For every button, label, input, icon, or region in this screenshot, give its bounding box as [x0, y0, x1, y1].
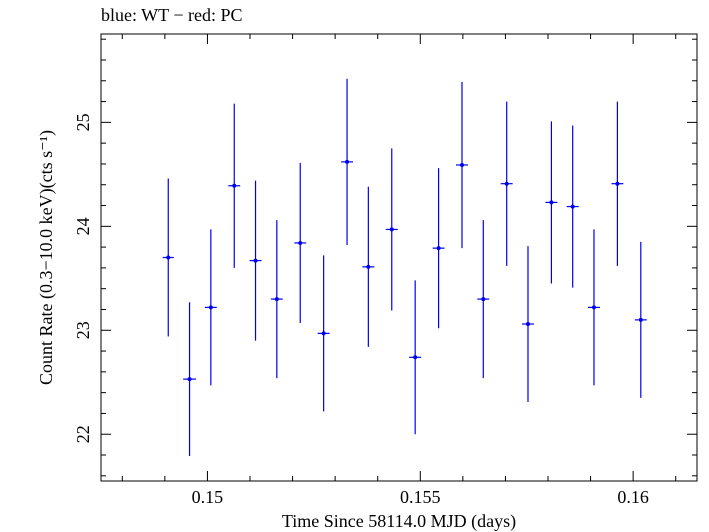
y-tick-label: 25	[73, 113, 93, 131]
data-point	[409, 280, 422, 435]
data-point	[477, 220, 490, 379]
data-point	[183, 302, 196, 457]
data-marker	[253, 258, 258, 263]
data-marker	[232, 183, 237, 188]
data-point	[204, 229, 217, 386]
data-point	[522, 246, 534, 402]
data-point	[385, 148, 398, 311]
data-marker	[166, 255, 171, 260]
data-point	[341, 78, 354, 246]
data-marker	[187, 377, 192, 382]
data-marker	[321, 331, 326, 336]
data-point	[634, 241, 647, 398]
y-tick-label: 23	[73, 321, 93, 339]
data-point	[456, 81, 468, 249]
data-marker	[436, 246, 441, 251]
data-point	[362, 186, 375, 347]
x-tick-label: 0.15	[192, 487, 224, 507]
data-marker	[460, 162, 465, 167]
y-tick-label: 24	[73, 217, 93, 235]
plot-frame	[100, 33, 698, 482]
x-tick-label: 0.155	[400, 487, 441, 507]
data-point	[270, 220, 283, 379]
x-axis-label: Time Since 58114.0 MJD (days)	[282, 511, 516, 532]
data-point	[545, 121, 558, 284]
chart-title: blue: WT − red: PC	[101, 5, 243, 25]
data-marker	[208, 305, 213, 310]
data-marker	[413, 355, 418, 360]
data-marker	[481, 297, 486, 302]
data-point	[228, 103, 241, 268]
data-point	[588, 229, 600, 386]
data-point	[249, 180, 262, 341]
data-marker	[591, 305, 596, 310]
data-point	[162, 178, 174, 337]
data-point	[317, 255, 330, 412]
tick-labels: 0.15 0.155 0.16 22 23 24 25	[73, 113, 649, 507]
data-series-wt	[162, 78, 647, 457]
data-point	[432, 168, 445, 329]
y-axis-label: Count Rate (0.3−10.0 keV)(cts s⁻¹)	[36, 130, 57, 385]
data-marker	[525, 322, 530, 327]
data-marker	[389, 227, 394, 232]
data-marker	[298, 240, 303, 245]
axis-ticks	[101, 34, 697, 481]
y-tick-label: 22	[73, 425, 93, 443]
data-marker	[274, 297, 279, 302]
data-marker	[549, 200, 554, 205]
data-point	[566, 125, 579, 288]
data-point	[294, 162, 307, 323]
x-tick-label: 0.16	[617, 487, 649, 507]
data-marker	[504, 181, 509, 186]
data-point	[611, 101, 624, 266]
data-marker	[615, 181, 620, 186]
data-marker	[366, 264, 371, 269]
data-marker	[638, 317, 643, 322]
data-point	[500, 101, 513, 266]
data-marker	[345, 159, 350, 164]
data-marker	[570, 204, 575, 209]
